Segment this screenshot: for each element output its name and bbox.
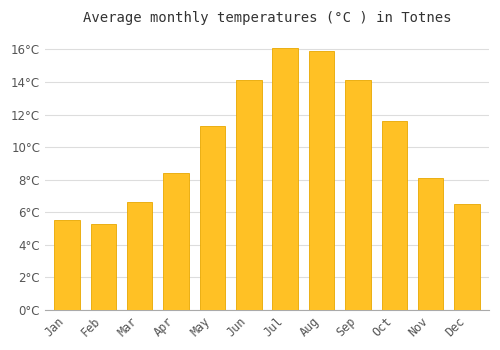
Bar <box>200 126 225 310</box>
Bar <box>90 224 116 310</box>
Bar <box>309 51 334 310</box>
Bar <box>164 173 189 310</box>
Bar <box>127 202 152 310</box>
Title: Average monthly temperatures (°C ) in Totnes: Average monthly temperatures (°C ) in To… <box>82 11 451 25</box>
Bar <box>418 178 444 310</box>
Bar <box>382 121 407 310</box>
Bar <box>54 220 80 310</box>
Bar <box>236 80 262 310</box>
Bar <box>345 80 370 310</box>
Bar <box>454 204 480 310</box>
Bar <box>272 48 298 310</box>
